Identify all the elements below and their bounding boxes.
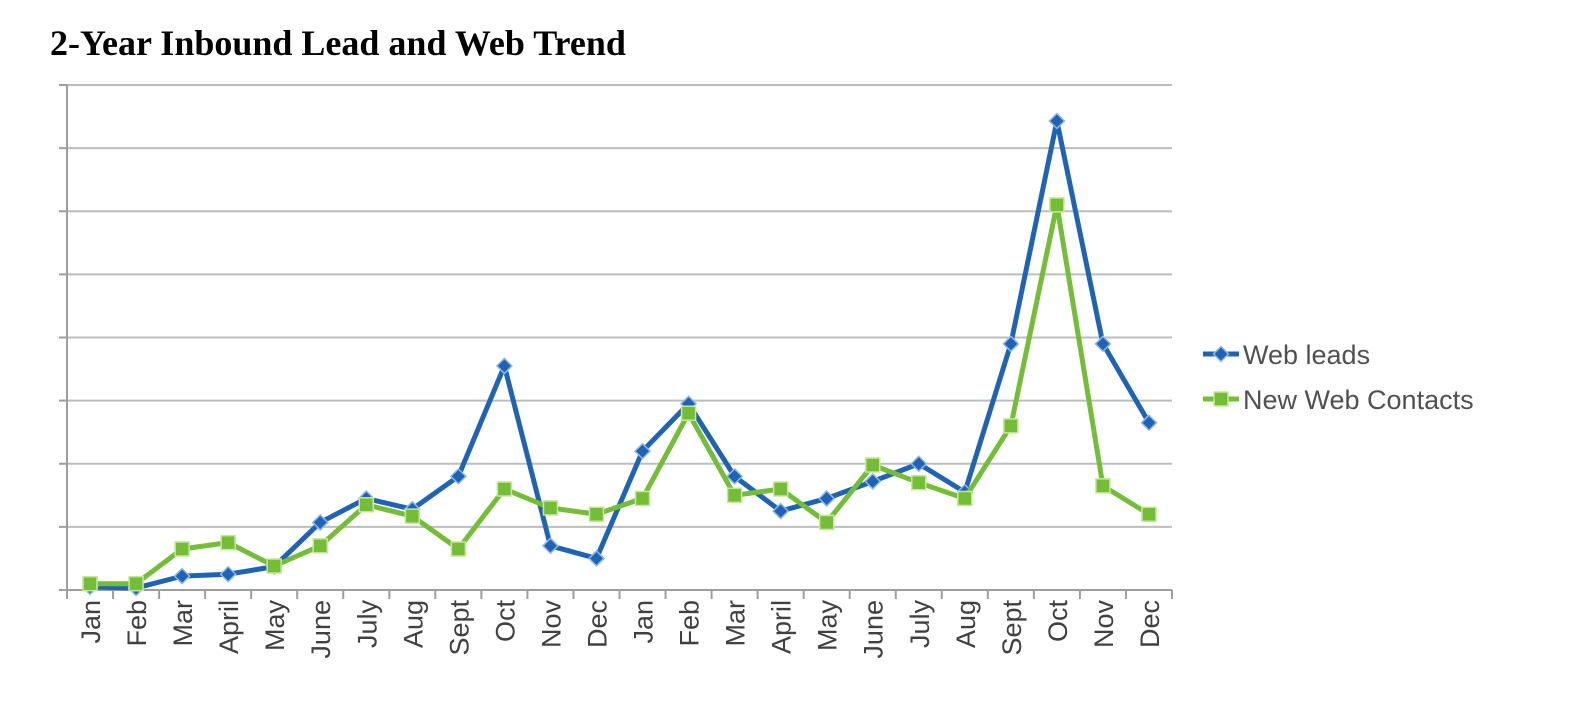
x-tick-label: Nov — [1089, 600, 1119, 649]
gridlines — [67, 84, 1172, 528]
x-tick-label: May — [813, 600, 843, 652]
data-point — [864, 457, 881, 473]
data-point — [449, 467, 467, 485]
x-tick-label: Oct — [490, 600, 520, 643]
data-point — [450, 541, 467, 557]
data-point — [1094, 335, 1112, 353]
legend-label: Web leads — [1243, 340, 1370, 370]
data-point — [587, 549, 606, 567]
data-point — [818, 489, 836, 508]
x-tick-label: June — [859, 600, 889, 659]
data-point — [772, 502, 790, 520]
series-new-web-contacts — [82, 197, 1157, 592]
data-point — [633, 442, 652, 460]
chart-title: 2-Year Inbound Lead and Web Trend — [50, 23, 626, 63]
data-point — [910, 455, 928, 473]
data-point — [82, 575, 98, 592]
data-point — [588, 506, 605, 522]
x-tick-labels: Jan Feb Mar April May June July Aug Sept Oct Nov De… — [76, 600, 1165, 659]
data-point — [220, 534, 236, 551]
data-point — [818, 514, 835, 531]
x-tick-label: June — [306, 600, 336, 659]
legend: Web leads New Web Contacts — [1203, 340, 1474, 415]
x-tick-label: Dec — [1135, 600, 1165, 648]
data-point — [1140, 414, 1158, 432]
legend-entry-new-web-contacts: New Web Contacts — [1203, 385, 1474, 415]
series-web-leads — [81, 112, 1158, 597]
data-point — [266, 558, 282, 574]
data-point — [1002, 335, 1020, 353]
data-point — [495, 357, 513, 375]
x-tick-label: Dec — [582, 600, 612, 648]
data-point — [1141, 506, 1157, 522]
data-point — [726, 487, 743, 504]
data-point — [1049, 197, 1065, 213]
data-point — [772, 481, 789, 497]
data-point — [1003, 418, 1019, 434]
data-point — [312, 538, 328, 554]
x-tick-label: Sept — [997, 600, 1027, 656]
data-point — [542, 500, 559, 516]
x-tick-label: April — [767, 600, 797, 654]
series-lines — [81, 112, 1158, 597]
data-point — [404, 508, 421, 524]
x-tick-label: April — [214, 600, 244, 654]
legend-entry-web-leads: Web leads — [1203, 340, 1370, 370]
data-point — [634, 490, 651, 507]
data-point — [128, 575, 144, 592]
x-tick-label: Sept — [444, 600, 474, 656]
data-point — [541, 537, 559, 555]
x-tick-label: Jan — [76, 600, 106, 644]
data-point — [174, 541, 190, 557]
x-tick-label: Oct — [1043, 600, 1073, 643]
x-tick-label: Jan — [629, 600, 659, 644]
data-point — [358, 497, 375, 513]
x-tick-label: Aug — [951, 600, 981, 648]
legend-label: New Web Contacts — [1243, 385, 1474, 415]
legend-marker — [1212, 345, 1230, 363]
data-point — [173, 567, 191, 585]
data-point — [496, 481, 513, 497]
data-point — [680, 405, 697, 421]
data-point — [726, 467, 744, 485]
x-tick-label: Nov — [536, 600, 566, 649]
data-point — [1048, 112, 1066, 130]
x-tick-label: July — [352, 600, 382, 649]
data-point — [219, 565, 237, 583]
data-point — [1095, 478, 1111, 494]
x-tick-label: Feb — [675, 600, 705, 647]
data-point — [864, 472, 882, 490]
data-point — [311, 513, 329, 532]
data-point — [911, 474, 927, 491]
x-tick-label: July — [905, 600, 935, 649]
x-tick-label: Aug — [398, 600, 428, 648]
x-tick-label: Mar — [168, 600, 198, 647]
legend-marker — [1213, 391, 1229, 407]
x-tick-label: May — [260, 600, 290, 652]
x-tick-label: Feb — [122, 600, 152, 647]
axes — [59, 84, 1173, 599]
data-point — [957, 490, 973, 507]
x-tick-label: Mar — [721, 600, 751, 647]
series-line-web-leads — [87, 118, 1152, 591]
